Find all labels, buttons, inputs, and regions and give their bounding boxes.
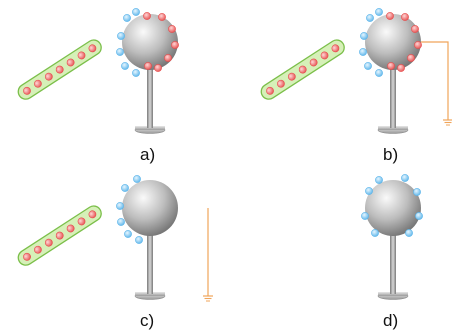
negative-charge-icon (366, 14, 374, 22)
panel-b-label: b) (383, 145, 399, 164)
plus-charge-icon (168, 25, 176, 33)
plus-charge-icon (401, 13, 409, 21)
negative-charge-icon (375, 176, 383, 184)
plus-charge-icon (411, 25, 419, 33)
negative-charge-icon (116, 202, 124, 210)
plus-charge-icon (386, 12, 394, 20)
plus-charge-icon (77, 51, 86, 60)
negative-charge-icon (360, 32, 368, 40)
plus-charge-icon (414, 41, 422, 49)
negative-charge-icon (375, 69, 383, 77)
metal-sphere (365, 14, 421, 70)
plus-charge-icon (171, 41, 179, 49)
stand-pole (147, 66, 153, 128)
negative-charge-icon (135, 236, 143, 244)
negative-charge-icon (405, 229, 413, 237)
negative-charge-icon (413, 188, 421, 196)
stand-pole (390, 66, 396, 128)
plus-charge-icon (309, 58, 318, 67)
panel-d-label: d) (383, 311, 399, 330)
ground-wire (203, 208, 213, 302)
ground-symbol-icon (443, 119, 452, 126)
negative-charge-icon (117, 218, 125, 226)
panel-b (260, 8, 452, 134)
negative-charge-icon (117, 32, 125, 40)
plus-charge-icon (397, 64, 405, 72)
negative-charge-icon (116, 48, 124, 56)
plus-charge-icon (88, 210, 97, 219)
plus-charge-icon (88, 44, 97, 53)
charged-rod (260, 39, 345, 100)
metal-sphere (365, 180, 421, 236)
plus-charge-icon (407, 54, 415, 62)
panel-a (17, 8, 179, 134)
plus-charge-icon (77, 217, 86, 226)
plus-charge-icon (320, 51, 329, 60)
plus-charge-icon (277, 79, 285, 88)
plus-charge-icon (144, 62, 152, 70)
ground-wire (421, 41, 452, 126)
negative-charge-icon (121, 62, 129, 70)
metal-sphere (122, 14, 178, 70)
charged-rod (17, 205, 102, 266)
negative-charge-icon (132, 69, 140, 77)
stand-pole (390, 232, 396, 294)
panel-a-label: a) (140, 145, 156, 164)
plus-charge-icon (66, 224, 75, 233)
charged-rod (17, 39, 102, 100)
plus-charge-icon (158, 13, 166, 21)
negative-charge-icon (401, 174, 409, 182)
negative-charge-icon (415, 212, 423, 220)
panel-c-label: c) (140, 311, 155, 330)
plus-charge-icon (55, 65, 64, 74)
plus-charge-icon (298, 65, 307, 74)
negative-charge-icon (124, 230, 132, 238)
plus-charge-icon (154, 64, 162, 72)
plus-charge-icon (387, 62, 395, 70)
plus-charge-icon (143, 12, 151, 20)
ground-symbol-icon (203, 295, 213, 302)
plus-charge-icon (44, 72, 53, 81)
negative-charge-icon (133, 175, 141, 183)
panel-d (361, 174, 423, 300)
negative-charge-icon (375, 8, 383, 16)
stand-pole (147, 232, 153, 294)
negative-charge-icon (123, 14, 131, 22)
metal-sphere (122, 180, 178, 236)
negative-charge-icon (365, 187, 373, 195)
plus-charge-icon (23, 86, 31, 95)
negative-charge-icon (132, 8, 140, 16)
negative-charge-icon (364, 62, 372, 70)
plus-charge-icon (55, 231, 64, 240)
ground-wire-line (421, 41, 449, 120)
panel-c (17, 175, 213, 302)
negative-charge-icon (121, 184, 129, 192)
plus-charge-icon (34, 79, 42, 88)
negative-charge-icon (361, 212, 369, 220)
plus-charge-icon (34, 245, 42, 254)
negative-charge-icon (371, 229, 379, 237)
plus-charge-icon (66, 58, 75, 67)
plus-charge-icon (23, 252, 31, 261)
plus-charge-icon (266, 86, 274, 95)
plus-charge-icon (331, 44, 340, 53)
plus-charge-icon (287, 72, 296, 81)
negative-charge-icon (359, 48, 367, 56)
plus-charge-icon (164, 54, 172, 62)
plus-charge-icon (44, 238, 53, 247)
